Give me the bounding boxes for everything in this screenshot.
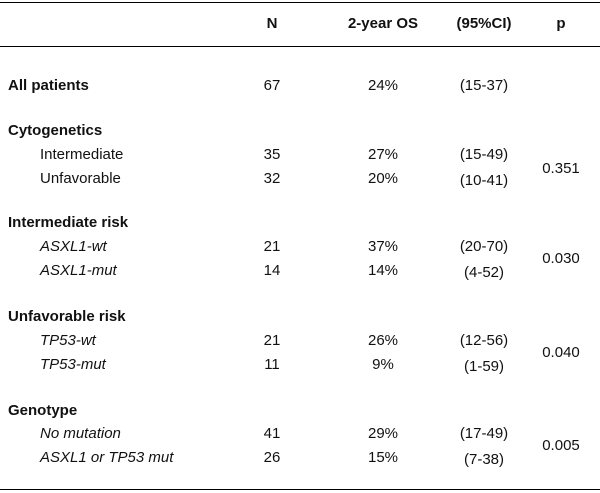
row-label: TP53-mut xyxy=(40,356,106,373)
header-n: N xyxy=(266,15,278,32)
row-os: 14% xyxy=(367,262,399,279)
group-p-value: 0.351 xyxy=(542,160,580,177)
group-p-value: 0.030 xyxy=(542,250,580,267)
row-n: 35 xyxy=(263,146,281,163)
row-label: No mutation xyxy=(40,425,121,442)
row-ci: (4-52) xyxy=(463,264,504,281)
row-n: 14 xyxy=(263,262,281,279)
row-label: ASXL1-wt xyxy=(40,238,107,255)
row-label: Intermediate xyxy=(40,146,124,163)
row-ci: (7-38) xyxy=(463,451,504,468)
group-p-value: 0.005 xyxy=(542,437,580,454)
row-os: 20% xyxy=(367,170,399,187)
all-patients-ci: (15-37) xyxy=(459,77,509,94)
header-rule xyxy=(0,46,600,47)
row-n: 41 xyxy=(263,425,281,442)
row-n: 26 xyxy=(263,449,281,466)
header-95-ci: (95%CI) xyxy=(456,15,512,32)
group-title-intermediate-risk: Intermediate risk xyxy=(8,214,129,231)
row-n: 21 xyxy=(263,238,281,255)
row-os: 15% xyxy=(367,449,399,466)
group-title-unfavorable-risk: Unfavorable risk xyxy=(8,308,126,325)
all-patients-n: 67 xyxy=(263,77,281,94)
group-title-cytogenetics: Cytogenetics xyxy=(8,122,103,139)
row-n: 21 xyxy=(263,332,281,349)
group-p-value: 0.040 xyxy=(542,344,580,361)
row-label: Unfavorable xyxy=(40,170,121,187)
group-title-genotype: Genotype xyxy=(8,402,78,419)
row-n: 32 xyxy=(263,170,281,187)
row-n: 11 xyxy=(264,356,280,373)
row-ci: (10-41) xyxy=(459,172,509,189)
all-patients-label: All patients xyxy=(8,77,89,94)
row-label: TP53-wt xyxy=(40,332,96,349)
row-os: 26% xyxy=(367,332,399,349)
row-ci: (12-56) xyxy=(459,332,509,349)
table-bottom-rule xyxy=(0,489,600,490)
row-label: ASXL1 or TP53 mut xyxy=(40,449,174,466)
row-os: 9% xyxy=(372,356,394,373)
header-2-year-os: 2-year OS xyxy=(347,15,419,32)
row-os: 27% xyxy=(367,146,399,163)
header-p: p xyxy=(556,15,566,32)
row-ci: (17-49) xyxy=(459,425,509,442)
row-os: 37% xyxy=(367,238,399,255)
row-os: 29% xyxy=(367,425,399,442)
row-ci: (1-59) xyxy=(463,358,504,375)
row-ci: (20-70) xyxy=(459,238,509,255)
row-ci: (15-49) xyxy=(459,146,509,163)
row-label: ASXL1-mut xyxy=(40,262,117,279)
all-patients-os: 24% xyxy=(367,77,399,94)
table-top-rule xyxy=(0,2,600,3)
